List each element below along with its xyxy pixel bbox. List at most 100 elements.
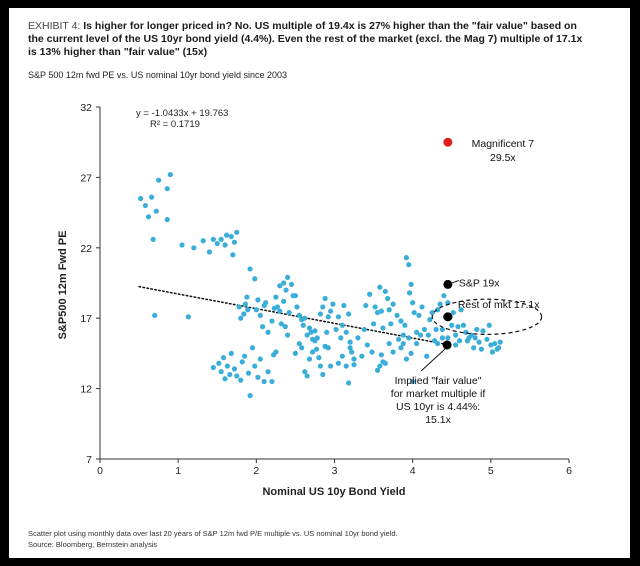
- scatter-point: [317, 363, 324, 369]
- scatter-point: [421, 326, 427, 333]
- scatter-point: [402, 322, 408, 328]
- scatter-point: [304, 373, 310, 379]
- scatter-point: [257, 356, 263, 362]
- scatter-point: [245, 307, 251, 313]
- scatter-point: [441, 293, 447, 299]
- scatter-point: [339, 322, 345, 328]
- y-axis-title: S&P500 12m Fwd PE: [57, 231, 69, 340]
- scatter-point: [164, 186, 170, 192]
- scatter-point: [308, 329, 314, 335]
- scatter-point: [294, 304, 300, 310]
- scatter-point: [494, 346, 500, 352]
- scatter-point: [450, 309, 456, 316]
- scatter-point: [435, 340, 441, 347]
- scatter-point: [214, 240, 220, 247]
- scatter-point: [228, 350, 234, 356]
- scatter-point: [417, 332, 424, 338]
- scatter-point: [394, 312, 400, 318]
- y-tick-label: 22: [80, 243, 92, 255]
- scatter-point: [231, 239, 238, 245]
- x-tick-label: 3: [332, 465, 338, 477]
- scatter-point: [292, 350, 299, 356]
- scatter-point: [410, 378, 416, 385]
- scatter-point: [335, 314, 342, 320]
- scatter-point: [239, 359, 245, 365]
- scatter-point: [380, 325, 386, 331]
- scatter-point: [148, 194, 155, 200]
- scatter-point: [385, 295, 391, 302]
- scatter-point: [302, 369, 308, 375]
- scatter-point: [263, 300, 269, 306]
- scatter-point: [277, 308, 283, 314]
- scatter-points: [138, 171, 503, 399]
- scatter-point: [242, 301, 248, 307]
- scatter-point: [281, 280, 287, 286]
- scatter-point: [325, 314, 331, 320]
- scatter-point: [310, 349, 316, 355]
- scatter-point: [314, 335, 320, 341]
- scatter-point: [425, 332, 431, 338]
- fair-value-label-line: Implied "fair value": [395, 375, 482, 387]
- scatter-point: [463, 329, 469, 335]
- scatter-point: [317, 311, 324, 317]
- scatter-point: [312, 328, 318, 334]
- scatter-point: [367, 291, 373, 297]
- scatter-point: [218, 369, 224, 375]
- scatter-point: [324, 329, 330, 335]
- scatter-point: [488, 342, 494, 348]
- scatter-point: [292, 293, 299, 299]
- scatter-point: [283, 287, 289, 293]
- scatter-point: [364, 342, 370, 348]
- highlight-point-2: [443, 312, 453, 322]
- scatter-point: [253, 307, 259, 313]
- scatter-point: [390, 349, 396, 355]
- scatter-point: [320, 371, 326, 378]
- scatter-point: [206, 249, 213, 255]
- scatter-point: [222, 242, 228, 248]
- scatter-point: [435, 307, 441, 313]
- scatter-point: [216, 360, 222, 366]
- scatter-point: [222, 376, 228, 382]
- x-tick-label: 4: [410, 465, 416, 477]
- scatter-point: [224, 232, 230, 238]
- scatter-point: [252, 363, 258, 369]
- scatter-point: [424, 353, 430, 359]
- scatter-point: [247, 393, 253, 399]
- magnificent7-label-line: 29.5x: [490, 152, 516, 164]
- scatter-point: [480, 328, 486, 334]
- chart-footnote: Scatter plot using monthly data over las…: [28, 529, 398, 538]
- scatter-point: [257, 312, 263, 318]
- rest-of-market-ellipse: [431, 298, 543, 335]
- scatter-point: [398, 345, 404, 351]
- scatter-point: [456, 338, 463, 344]
- scatter-point: [361, 326, 367, 333]
- scatter-point: [406, 262, 412, 268]
- scatter-point: [238, 315, 244, 321]
- scatter-point: [310, 336, 316, 342]
- scatter-point: [296, 312, 302, 318]
- scatter-point: [327, 363, 334, 369]
- scatter-point: [200, 238, 206, 244]
- scatter-point: [269, 378, 275, 385]
- scatter-point: [274, 304, 281, 310]
- scatter-point: [261, 378, 267, 385]
- scatter-point: [156, 177, 162, 183]
- highlight-point-0: [443, 137, 453, 147]
- scatter-point: [241, 311, 247, 317]
- scatter-point: [218, 236, 224, 242]
- scatter-point: [403, 356, 410, 362]
- scatter-point: [359, 353, 365, 359]
- annotations: Magnificent 7 29.5x S&P 19x Rest of mkt 17.…: [391, 137, 543, 426]
- scatter-point: [313, 346, 320, 352]
- scatter-point: [285, 274, 291, 280]
- scatter-point: [474, 326, 480, 333]
- exhibit-title: EXHIBIT 4: Is higher for longer priced i…: [28, 20, 588, 59]
- scatter-point: [458, 307, 464, 313]
- scatter-point: [269, 318, 275, 324]
- fair-value-leader: [420, 348, 446, 372]
- scatter-point: [227, 371, 233, 378]
- scatter-point: [322, 295, 328, 302]
- scatter-point: [472, 335, 478, 341]
- scatter-point: [341, 302, 347, 309]
